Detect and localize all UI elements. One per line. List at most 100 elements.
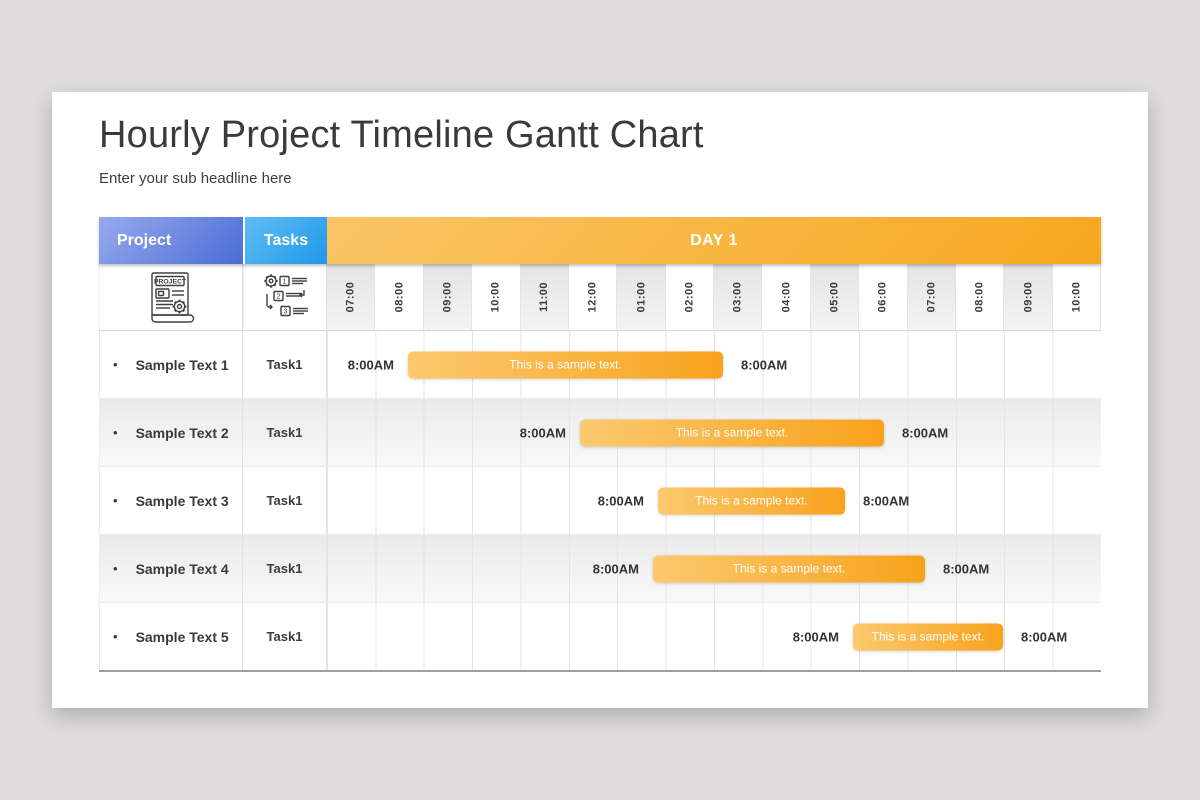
time-column-label: 07:00 <box>925 281 938 313</box>
time-column: 04:00 <box>762 264 811 330</box>
bar-start-time: 8:00AM <box>347 357 394 372</box>
row-timeline: 8:00AM This is a sample text. 8:00AM <box>327 603 1101 670</box>
bar-end-time: 8:00AM <box>902 425 949 440</box>
gantt-bar[interactable]: This is a sample text. <box>580 419 884 446</box>
project-cell: • Sample Text 5 <box>99 603 243 670</box>
page-subtitle: Enter your sub headline here <box>99 170 292 187</box>
time-column: 01:00 <box>617 264 666 330</box>
gantt-body: • Sample Text 1 Task1 8:00AM This is a s… <box>99 331 1101 670</box>
time-column-label: 12:00 <box>586 281 599 313</box>
bar-label: This is a sample text. <box>871 629 985 644</box>
gantt-row: • Sample Text 3 Task1 8:00AM This is a s… <box>99 466 1101 534</box>
header-project: Project <box>99 217 243 264</box>
bullet-icon: • <box>113 561 118 576</box>
gantt-row: • Sample Text 2 Task1 8:00AM This is a s… <box>99 398 1101 466</box>
task-name: Task1 <box>243 331 327 398</box>
header-tasks: Tasks <box>243 217 327 264</box>
time-column: 07:00 <box>907 264 956 330</box>
gear-icon <box>264 274 278 288</box>
gantt-bar[interactable]: This is a sample text. <box>853 623 1003 650</box>
time-column: 12:00 <box>569 264 618 330</box>
time-column: 11:00 <box>520 264 569 330</box>
slide-card: Hourly Project Timeline Gantt Chart Ente… <box>52 92 1148 708</box>
numbered-task-list-gear-icon: 1 2 3 <box>243 264 327 330</box>
time-column-label: 07:00 <box>344 281 357 313</box>
time-column: 06:00 <box>859 264 908 330</box>
row-timeline: 8:00AM This is a sample text. 8:00AM <box>327 467 1101 534</box>
time-column-label: 04:00 <box>780 281 793 313</box>
time-column: 03:00 <box>714 264 763 330</box>
bar-label: This is a sample text. <box>675 425 789 440</box>
gantt-row: • Sample Text 1 Task1 8:00AM This is a s… <box>99 331 1101 398</box>
table-bottom-border <box>99 670 1101 672</box>
task-name: Task1 <box>243 399 327 466</box>
row-timeline: 8:00AM This is a sample text. 8:00AM <box>327 399 1101 466</box>
project-name: Sample Text 5 <box>135 628 229 645</box>
bar-start-time: 8:00AM <box>597 493 644 508</box>
bar-end-time: 8:00AM <box>1021 629 1068 644</box>
time-column: 09:00 <box>423 264 473 330</box>
gantt-bar[interactable]: This is a sample text. <box>658 487 845 514</box>
project-document-gear-icon: PROJECT <box>99 264 243 330</box>
time-axis: 07:00 08:00 09:00 10:00 11:00 12:00 01:0… <box>327 264 1101 330</box>
time-column: 05:00 <box>810 264 860 330</box>
time-column: 08:00 <box>375 264 424 330</box>
task-name: Task1 <box>243 467 327 534</box>
time-column-label: 01:00 <box>634 281 647 313</box>
bullet-icon: • <box>113 357 118 372</box>
time-column: 07:00 <box>327 264 376 330</box>
gantt-bar[interactable]: This is a sample text. <box>653 555 925 582</box>
time-column: 09:00 <box>1004 264 1053 330</box>
bar-start-time: 8:00AM <box>519 425 566 440</box>
time-column-label: 11:00 <box>538 281 551 313</box>
task-name: Task1 <box>243 535 327 602</box>
bullet-icon: • <box>113 493 118 508</box>
time-column: 10:00 <box>1053 264 1101 330</box>
row-timeline: 8:00AM This is a sample text. 8:00AM <box>327 535 1101 602</box>
bar-label: This is a sample text. <box>509 357 622 372</box>
time-column: 08:00 <box>956 264 1005 330</box>
page-title: Hourly Project Timeline Gantt Chart <box>99 114 704 156</box>
bullet-icon: • <box>113 629 118 644</box>
project-name: Sample Text 4 <box>135 560 229 577</box>
project-cell: • Sample Text 2 <box>99 399 243 466</box>
project-name: Sample Text 1 <box>135 356 229 373</box>
time-column-label: 10:00 <box>489 281 502 313</box>
time-column: 02:00 <box>666 264 714 330</box>
task-number-3: 3 <box>284 309 288 316</box>
bar-end-time: 8:00AM <box>741 357 788 372</box>
bar-label: This is a sample text. <box>732 561 846 576</box>
gantt-bar[interactable]: This is a sample text. <box>408 351 723 378</box>
header-day1: DAY 1 <box>327 217 1101 264</box>
bullet-icon: • <box>113 425 118 440</box>
gantt-table: Project Tasks DAY 1 PROJECT <box>99 217 1101 672</box>
bar-label: This is a sample text. <box>695 493 808 508</box>
time-column-label: 08:00 <box>973 281 986 313</box>
task-number-1: 1 <box>283 279 287 286</box>
bar-start-time: 8:00AM <box>592 561 639 576</box>
task-number-2: 2 <box>277 294 281 301</box>
time-column-label: 10:00 <box>1070 281 1083 313</box>
gantt-row: • Sample Text 4 Task1 8:00AM This is a s… <box>99 534 1101 602</box>
task-name: Task1 <box>243 603 327 670</box>
time-column-label: 09:00 <box>1021 281 1034 313</box>
bar-end-time: 8:00AM <box>943 561 990 576</box>
bar-start-time: 8:00AM <box>792 629 839 644</box>
icon-time-axis-row: PROJECT <box>99 264 1101 331</box>
project-cell: • Sample Text 3 <box>99 467 243 534</box>
time-column-label: 08:00 <box>393 281 406 313</box>
row-timeline: 8:00AM This is a sample text. 8:00AM <box>327 331 1101 398</box>
project-cell: • Sample Text 1 <box>99 331 243 398</box>
gear-icon <box>172 299 187 314</box>
table-header-row: Project Tasks DAY 1 <box>99 217 1101 264</box>
time-column: 10:00 <box>472 264 521 330</box>
time-column-label: 05:00 <box>828 281 841 313</box>
time-column-label: 03:00 <box>731 281 744 313</box>
time-column-label: 06:00 <box>876 281 889 313</box>
project-name: Sample Text 3 <box>135 492 229 509</box>
project-cell: • Sample Text 4 <box>99 535 243 602</box>
project-name: Sample Text 2 <box>135 424 229 441</box>
gantt-row: • Sample Text 5 Task1 8:00AM This is a s… <box>99 602 1101 670</box>
project-icon-text: PROJECT <box>154 279 187 286</box>
time-column-label: 02:00 <box>683 281 696 313</box>
